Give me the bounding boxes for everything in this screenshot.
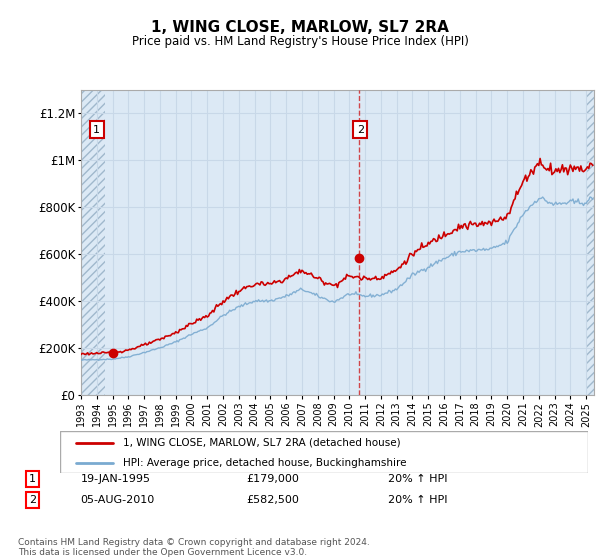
Text: 2: 2 [357, 124, 364, 134]
Text: £179,000: £179,000 [246, 474, 299, 484]
Text: HPI: Average price, detached house, Buckinghamshire: HPI: Average price, detached house, Buck… [124, 458, 407, 468]
Text: 20% ↑ HPI: 20% ↑ HPI [389, 474, 448, 484]
Text: 1, WING CLOSE, MARLOW, SL7 2RA (detached house): 1, WING CLOSE, MARLOW, SL7 2RA (detached… [124, 438, 401, 448]
Text: Price paid vs. HM Land Registry's House Price Index (HPI): Price paid vs. HM Land Registry's House … [131, 35, 469, 48]
Text: 05-AUG-2010: 05-AUG-2010 [80, 495, 155, 505]
Text: £582,500: £582,500 [246, 495, 299, 505]
Text: 1: 1 [93, 124, 100, 134]
Text: 1: 1 [29, 474, 36, 484]
Bar [81, 90, 104, 395]
Text: 2: 2 [29, 495, 36, 505]
Text: 20% ↑ HPI: 20% ↑ HPI [389, 495, 448, 505]
Text: Contains HM Land Registry data © Crown copyright and database right 2024.
This d: Contains HM Land Registry data © Crown c… [18, 538, 370, 557]
FancyBboxPatch shape [60, 431, 588, 473]
Text: 1, WING CLOSE, MARLOW, SL7 2RA: 1, WING CLOSE, MARLOW, SL7 2RA [151, 20, 449, 35]
Bar [586, 90, 594, 395]
Text: 19-JAN-1995: 19-JAN-1995 [80, 474, 151, 484]
